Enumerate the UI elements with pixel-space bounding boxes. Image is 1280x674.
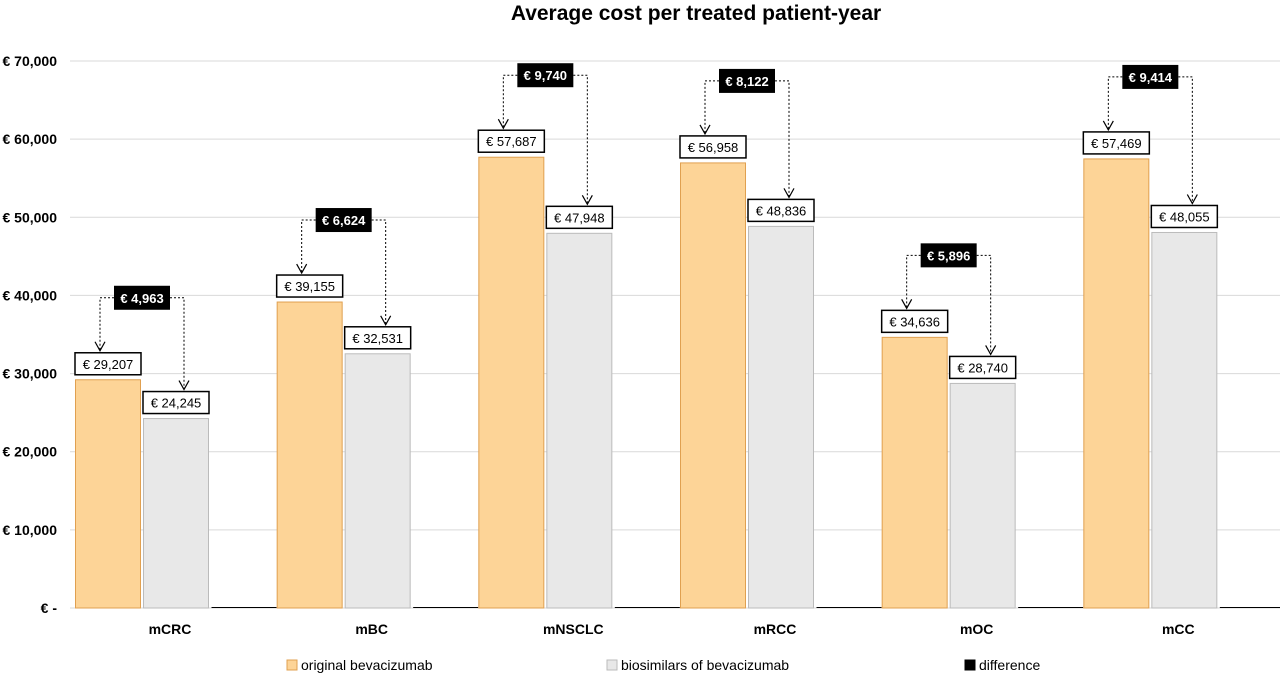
y-axis-ticks: € - € 10,000 € 20,000 € 30,000 € 40,000 € 50,…	[3, 53, 58, 616]
bar-difference-mRCC	[816, 607, 882, 608]
difference-arrow-right-mBC	[371, 219, 392, 327]
legend-label-1: biosimilars of bevacizumab	[621, 657, 789, 673]
bars	[75, 156, 1280, 609]
difference-label-mNSCLC: € 9,740	[524, 68, 567, 83]
y-tick-label: € 60,000	[3, 131, 58, 147]
bar-biosimilar-mOC	[949, 382, 1016, 609]
bar-original-mNSCLC	[478, 156, 545, 609]
legend-swatch-0	[286, 659, 298, 671]
value-label-biosimilar-mRCC: € 48,836	[756, 203, 807, 218]
difference-arrow-left-mBC	[296, 219, 316, 275]
y-tick-label: € -	[41, 600, 58, 616]
bar-original-mCRC	[75, 379, 141, 609]
y-tick-label: € 40,000	[3, 287, 58, 303]
y-tick-label: € 70,000	[3, 53, 58, 69]
difference-label-box-mCRC	[114, 285, 170, 310]
value-label-box-original-mRCC	[679, 135, 747, 159]
legend-label-2: difference	[979, 657, 1040, 673]
value-label-box-original-mCRC	[74, 352, 142, 376]
x-axis-ticks: mCRC mBC mNSCLC mRCC mOC mCC	[149, 621, 1195, 637]
value-label-biosimilar-mOC: € 28,740	[957, 360, 1008, 375]
y-tick-label: € 30,000	[3, 366, 58, 382]
y-tick-label: € 10,000	[3, 522, 58, 538]
bar-biosimilar-mBC	[344, 353, 411, 609]
value-label-original-mRCC: € 56,958	[688, 140, 739, 155]
y-tick-label: € 20,000	[3, 444, 58, 460]
difference-arrow-left-mCRC	[94, 297, 114, 353]
bar-biosimilar-mCC	[1151, 231, 1218, 609]
value-label-biosimilar-mCRC: € 24,245	[151, 396, 202, 411]
bar-original-mCC	[1083, 158, 1150, 609]
value-label-box-biosimilar-mNSCLC	[545, 205, 614, 230]
value-label-original-mOC: € 34,636	[889, 314, 940, 329]
value-label-box-original-mCC	[1082, 131, 1151, 155]
bar-biosimilar-mCRC	[143, 418, 209, 609]
bar-biosimilar-mNSCLC	[546, 232, 613, 609]
difference-arrow-right-mOC	[976, 254, 997, 356]
legend-label-0: original bevacizumab	[301, 657, 433, 673]
value-label-original-mNSCLC: € 57,687	[486, 134, 537, 149]
bar-original-mBC	[276, 301, 343, 609]
difference-arrow-left-mCC	[1102, 76, 1123, 132]
value-label-box-biosimilar-mOC	[948, 355, 1017, 380]
bar-biosimilar-mRCC	[748, 225, 814, 609]
difference-label-mCC: € 9,414	[1129, 70, 1173, 85]
difference-label-mCRC: € 4,963	[120, 291, 163, 306]
difference-label-box-mCC	[1122, 64, 1179, 89]
difference-label-mOC: € 5,896	[927, 248, 970, 263]
grid-lines	[70, 60, 1280, 609]
value-label-box-original-mOC	[880, 309, 949, 334]
value-label-biosimilar-mBC: € 32,531	[352, 331, 403, 346]
difference-label-box-mRCC	[719, 68, 775, 93]
x-tick-label-mCC: mCC	[1162, 621, 1195, 637]
x-tick-label-mOC: mOC	[960, 621, 993, 637]
difference-arrow-right-mCRC	[170, 297, 190, 391]
value-label-box-biosimilar-mRCC	[747, 198, 815, 223]
difference-label-box-mOC	[920, 243, 977, 268]
x-tick-label-mCRC: mCRC	[149, 621, 192, 637]
legend-swatch-1	[606, 659, 618, 671]
value-label-biosimilar-mCC: € 48,055	[1159, 209, 1210, 224]
difference-arrow-left-mNSCLC	[497, 74, 518, 130]
bar-difference-mCC	[1219, 607, 1280, 608]
value-label-original-mBC: € 39,155	[284, 279, 335, 294]
difference-arrow-right-mCC	[1178, 76, 1198, 205]
bar-difference-mCRC	[211, 607, 277, 608]
difference-label-box-mBC	[315, 208, 372, 233]
value-label-box-original-mNSCLC	[477, 129, 546, 153]
value-label-box-biosimilar-mCRC	[142, 390, 210, 415]
bar-difference-mOC	[1018, 607, 1084, 608]
value-labels: € 29,207 € 24,245 € 39,155 € 32,531 € 57,687…	[74, 129, 1219, 415]
bar-difference-mNSCLC	[614, 607, 680, 608]
difference-label-mBC: € 6,624	[322, 213, 366, 228]
x-tick-label-mRCC: mRCC	[754, 621, 797, 637]
legend: original bevacizumab biosimilars of bevac…	[286, 657, 1040, 673]
value-label-original-mCC: € 57,469	[1091, 136, 1142, 151]
value-label-box-biosimilar-mCC	[1150, 204, 1219, 229]
difference-arrow-left-mOC	[901, 254, 921, 310]
difference-arrow-left-mRCC	[699, 80, 719, 136]
difference-arrow-right-mRCC	[775, 80, 795, 199]
value-label-original-mCRC: € 29,207	[83, 357, 134, 372]
difference-label-mRCC: € 8,122	[725, 74, 768, 89]
bar-difference-mBC	[413, 607, 479, 608]
y-tick-label: € 50,000	[3, 209, 58, 225]
difference-annotations: € 4,963 € 6,624 € 9,740 € 8,122 € 5,896 € 9,4…	[94, 63, 1198, 391]
legend-swatch-2	[964, 659, 976, 671]
difference-label-box-mNSCLC	[517, 63, 574, 88]
value-label-box-original-mBC	[275, 274, 344, 298]
difference-arrow-right-mNSCLC	[573, 74, 593, 206]
value-label-box-biosimilar-mBC	[343, 326, 412, 350]
chart-title: Average cost per treated patient-year	[511, 2, 881, 25]
x-tick-label-mNSCLC: mNSCLC	[543, 621, 604, 637]
bar-original-mOC	[881, 336, 948, 609]
x-tick-label-mBC: mBC	[355, 621, 388, 637]
value-label-biosimilar-mNSCLC: € 47,948	[554, 210, 605, 225]
bar-original-mRCC	[680, 162, 746, 609]
